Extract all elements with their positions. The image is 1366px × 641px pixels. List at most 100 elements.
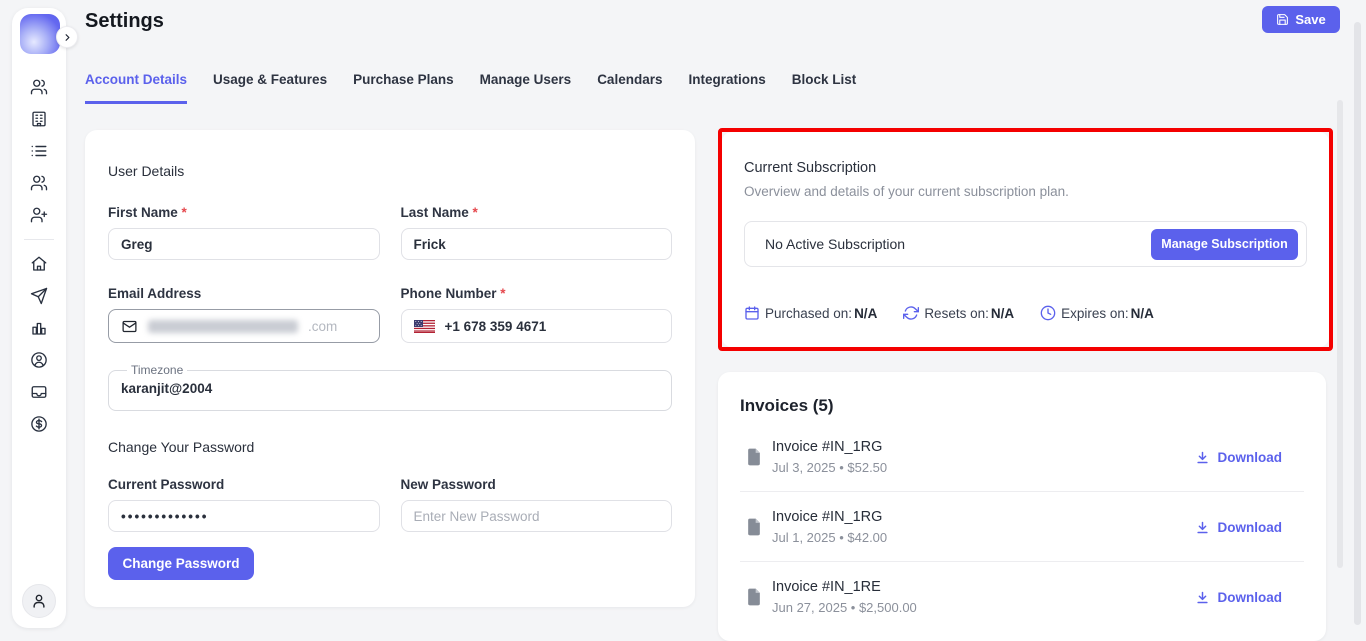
subscription-subtitle: Overview and details of your current sub… [744, 184, 1069, 199]
first-name-input[interactable] [108, 228, 380, 260]
new-password-label: New Password [400, 477, 496, 492]
current-password-label: Current Password [108, 477, 225, 492]
subscription-meta-row: Purchased on: N/A Resets on: N/A Expires o… [744, 305, 1307, 321]
tab-integrations[interactable]: Integrations [688, 72, 766, 87]
support-icon[interactable] [30, 351, 48, 369]
invoices-card: Invoices (5) Invoice #IN_1RG Jul 3, 2025… [718, 372, 1326, 641]
user-details-card: User Details First Name * Last Name * Em… [85, 130, 695, 607]
phone-input[interactable]: +1 678 359 4671 [400, 309, 672, 343]
home-icon[interactable] [30, 255, 48, 273]
users-icon[interactable] [30, 78, 48, 96]
person-icon [30, 592, 48, 610]
invoice-meta: Jun 27, 2025 • $2,500.00 [772, 600, 917, 615]
download-icon [1195, 450, 1210, 465]
send-icon[interactable] [30, 287, 48, 305]
download-link[interactable]: Download [1195, 519, 1283, 535]
current-subscription-card: Current Subscription Overview and detail… [722, 132, 1329, 347]
document-icon [744, 517, 764, 537]
download-icon [1195, 520, 1210, 535]
us-flag-icon [413, 319, 435, 333]
tab-account-details[interactable]: Account Details [85, 72, 188, 104]
last-name-input[interactable] [400, 228, 672, 260]
chevron-right-icon [62, 32, 73, 43]
invoice-name: Invoice #IN_1RG [772, 509, 883, 525]
last-name-label: Last Name * [400, 205, 478, 220]
dollar-icon[interactable] [30, 415, 48, 433]
building-icon[interactable] [30, 110, 48, 128]
resets-on-label: Resets on: [924, 305, 989, 321]
email-label: Email Address [108, 286, 202, 301]
tab-calendars[interactable]: Calendars [597, 72, 663, 87]
resets-on-value: N/A [990, 305, 1015, 321]
invoice-list: Invoice #IN_1RG Jul 3, 2025 • $52.50 Dow… [740, 422, 1304, 631]
timezone-field[interactable]: Timezone karanjit@2004 [108, 363, 672, 411]
sidebar [12, 8, 78, 628]
current-password-input[interactable] [108, 500, 380, 532]
document-icon [744, 587, 764, 607]
change-password-button[interactable]: Change Password [108, 547, 254, 580]
expires-on-value: N/A [1130, 305, 1154, 321]
team-icon[interactable] [30, 174, 48, 192]
change-password-title: Change Your Password [108, 439, 255, 455]
annotation-highlight-box [718, 128, 1333, 351]
download-link[interactable]: Download [1195, 449, 1283, 465]
content-scrollbar-thumb[interactable] [1337, 100, 1343, 568]
page-title: Settings [85, 10, 164, 32]
invoices-title: Invoices (5) [740, 396, 834, 415]
email-suffix: .com [308, 318, 338, 334]
invoice-row: Invoice #IN_1RG Jul 1, 2025 • $42.00 Dow… [740, 492, 1304, 562]
nav-divider [24, 239, 54, 240]
user-details-title: User Details [108, 163, 185, 179]
page-scrollbar-thumb[interactable] [1354, 22, 1361, 625]
required-mark: * [472, 205, 478, 220]
phone-label: Phone Number * [400, 286, 506, 301]
manage-subscription-button[interactable]: Manage Subscription [1151, 228, 1298, 260]
expires-on-label: Expires on: [1061, 305, 1129, 321]
purchased-on-item: Purchased on: N/A [744, 305, 877, 321]
timezone-label: Timezone [131, 363, 184, 377]
save-icon [1276, 13, 1289, 26]
required-mark: * [181, 205, 187, 220]
expires-on-item: Expires on: N/A [1040, 305, 1154, 321]
settings-tabs: Account Details Usage & Features Purchas… [85, 72, 856, 104]
first-name-label: First Name * [108, 205, 187, 220]
app-logo[interactable] [20, 14, 60, 54]
list-icon[interactable] [30, 142, 48, 160]
tab-usage-features[interactable]: Usage & Features [213, 72, 328, 87]
tab-block-list[interactable]: Block List [791, 72, 857, 87]
mail-icon [121, 318, 138, 335]
resets-on-item: Resets on: N/A [903, 305, 1014, 321]
purchased-on-label: Purchased on: [765, 305, 853, 321]
tab-purchase-plans[interactable]: Purchase Plans [353, 72, 454, 87]
document-icon [744, 447, 764, 467]
invoice-name: Invoice #IN_1RG [772, 439, 883, 455]
sidebar-nav [12, 78, 66, 433]
tab-manage-users[interactable]: Manage Users [479, 72, 572, 87]
sidebar-collapse-button[interactable] [56, 26, 78, 48]
clock-icon [1040, 305, 1056, 321]
download-label: Download [1217, 519, 1283, 535]
required-mark: * [500, 286, 506, 301]
bar-chart-icon[interactable] [30, 319, 48, 337]
wallet-icon[interactable] [30, 383, 48, 401]
subscription-title: Current Subscription [744, 160, 877, 176]
download-label: Download [1217, 589, 1283, 605]
new-password-input[interactable] [400, 500, 672, 532]
invoice-row: Invoice #IN_1RE Jun 27, 2025 • $2,500.00… [740, 562, 1304, 631]
save-button[interactable]: Save [1262, 6, 1340, 33]
user-plus-icon[interactable] [30, 206, 48, 224]
email-input[interactable]: .com [108, 309, 380, 343]
download-link[interactable]: Download [1195, 589, 1283, 605]
purchased-on-value: N/A [854, 305, 878, 321]
phone-value: +1 678 359 4671 [444, 318, 547, 334]
user-avatar[interactable] [22, 584, 56, 618]
download-label: Download [1217, 449, 1283, 465]
refresh-icon [903, 305, 920, 321]
invoice-meta: Jul 1, 2025 • $42.00 [772, 530, 888, 545]
invoice-name: Invoice #IN_1RE [772, 579, 881, 595]
masked-email-value [148, 319, 298, 333]
download-icon [1195, 590, 1210, 605]
calendar-icon [744, 305, 760, 321]
invoice-row: Invoice #IN_1RG Jul 3, 2025 • $52.50 Dow… [740, 422, 1304, 492]
save-button-label: Save [1295, 12, 1326, 27]
